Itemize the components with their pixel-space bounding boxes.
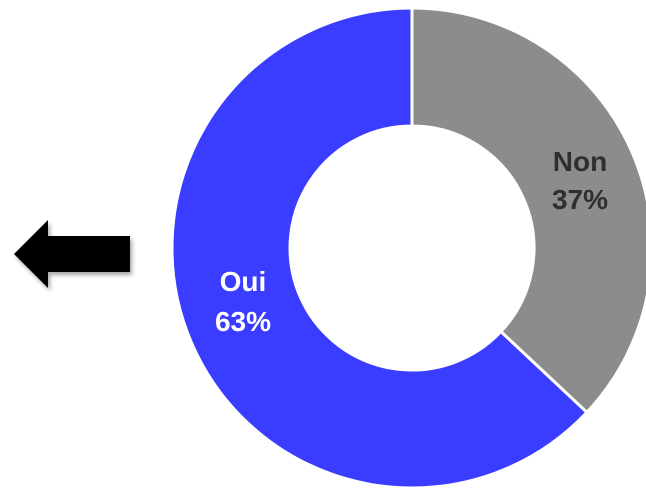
donut-slices bbox=[170, 6, 646, 490]
left-arrow-icon bbox=[14, 220, 130, 288]
slice-label-non: Non bbox=[553, 146, 607, 177]
slice-value-non: 37% bbox=[552, 184, 608, 215]
slice-oui bbox=[170, 6, 590, 490]
slice-value-oui: 63% bbox=[215, 306, 271, 337]
slice-non bbox=[410, 6, 646, 415]
slice-label-oui: Oui bbox=[220, 266, 267, 297]
